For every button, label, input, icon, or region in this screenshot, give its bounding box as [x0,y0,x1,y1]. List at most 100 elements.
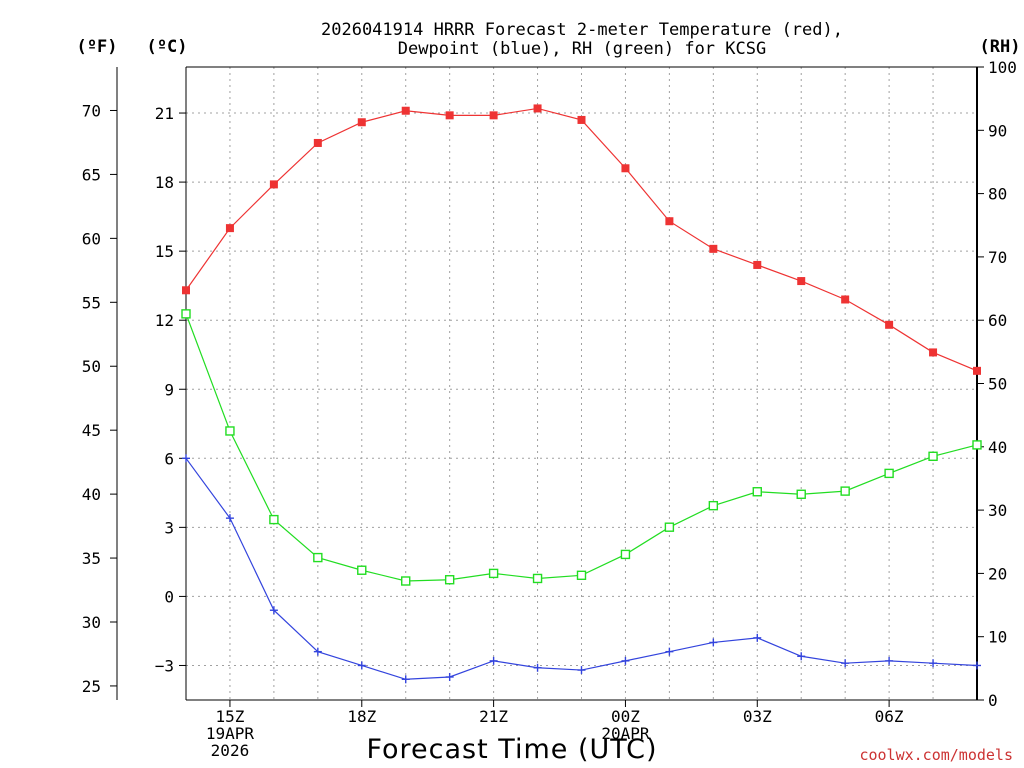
data-point-dewpoint [401,675,410,684]
data-point-dewpoint [665,647,674,656]
data-point-dewpoint [577,666,586,675]
data-point-rh [401,576,411,586]
data-point-temperature [577,115,586,124]
fahrenheit-tick-label: 70 [82,101,101,120]
data-point-temperature [445,111,454,120]
celsius-tick-label: 6 [164,449,174,468]
data-point-rh [532,573,543,584]
x-axis-label: Forecast Time (UTC) [366,734,657,765]
data-point-temperature [841,295,850,304]
celsius-tick-label: 9 [164,380,174,399]
x-tick-label: 21Z [479,707,508,726]
data-point-rh [884,468,894,479]
data-point-dewpoint [225,514,234,523]
data-point-temperature [885,320,894,329]
data-point-dewpoint [313,647,322,656]
data-point-temperature [357,118,366,127]
data-point-rh [357,565,367,575]
fahrenheit-tick-label: 55 [82,293,101,312]
data-series [181,104,982,684]
data-point-dewpoint [797,652,806,661]
rh-unit-label: (RH) [980,37,1021,57]
data-point-rh [752,487,762,497]
fahrenheit-tick-label: 65 [82,165,101,184]
data-point-rh [225,426,235,436]
fahrenheit-tick-label: 30 [82,613,101,632]
data-point-rh [269,514,279,525]
fahrenheit-tick-label: 25 [82,677,101,696]
fahrenheit-tick-label: 50 [82,357,101,376]
data-point-dewpoint [753,633,762,642]
data-point-rh [708,500,719,511]
data-point-rh [576,570,587,580]
data-point-temperature [225,224,234,233]
data-point-temperature [313,138,322,147]
data-point-dewpoint [357,661,366,670]
data-point-dewpoint [489,656,498,665]
grid-lines [186,67,977,700]
x-tick-label: 15Z [215,707,244,726]
x-tick-label: 20APR [601,724,650,743]
data-point-temperature [182,286,190,295]
x-tick-label: 18Z [347,707,376,726]
data-point-rh [181,309,191,319]
data-point-temperature [489,111,498,120]
x-tick-label: 00Z [611,707,640,726]
rh-tick-label: 20 [988,564,1007,583]
fahrenheit-tick-label: 40 [82,485,101,504]
data-point-rh [664,522,675,532]
data-point-rh [840,486,850,496]
x-tick-label: 2026 [211,741,250,760]
data-point-rh [620,549,631,560]
data-point-temperature [533,104,542,113]
data-point-temperature [621,164,630,173]
data-point-rh [972,440,982,450]
x-tick-label: 19APR [206,724,255,743]
celsius-tick-label: 0 [164,587,174,606]
data-point-temperature [973,366,981,375]
tick-labels: −3 0 3 6 9 12 15 18 21 25 30 35 40 45 50 55 60 65 70 0 10 20 3… [82,58,1017,760]
axes [110,66,984,707]
rh-tick-label: 50 [988,375,1007,394]
data-point-dewpoint [182,454,190,463]
data-point-dewpoint [709,638,718,647]
data-point-rh [928,451,938,461]
data-point-temperature [709,244,718,253]
data-point-dewpoint [269,606,278,615]
data-point-rh [796,489,806,499]
series-line-dewpoint [185,457,978,680]
chart-title-line2: Dewpoint (blue), RH (green) for KCSG [398,39,766,59]
celsius-tick-label: −3 [155,656,174,675]
rh-tick-label: 90 [988,121,1007,140]
rh-tick-label: 0 [988,691,998,710]
data-point-temperature [797,277,806,286]
data-point-rh [444,575,455,585]
fahrenheit-tick-label: 35 [82,549,101,568]
rh-tick-label: 10 [988,628,1007,647]
credit-link[interactable]: coolwx.com/models [859,746,1013,764]
data-point-rh [313,552,323,563]
fahrenheit-unit-label: (ºF) [77,37,118,57]
data-point-temperature [665,217,674,226]
data-point-dewpoint [533,663,542,672]
celsius-tick-label: 21 [155,104,174,123]
data-point-dewpoint [885,656,894,665]
celsius-tick-label: 15 [155,242,174,261]
data-point-temperature [269,180,278,189]
chart-title-line1: 2026041914 HRRR Forecast 2-meter Tempera… [321,20,843,40]
data-point-temperature [929,348,938,357]
data-point-dewpoint [445,672,454,681]
data-point-dewpoint [621,656,630,665]
rh-tick-label: 100 [988,58,1017,77]
data-point-temperature [401,106,410,115]
x-tick-label: 06Z [875,707,904,726]
data-point-temperature [753,260,762,269]
rh-tick-label: 30 [988,501,1007,520]
data-point-dewpoint [841,659,850,668]
celsius-tick-label: 18 [155,173,174,192]
fahrenheit-tick-label: 45 [82,421,101,440]
rh-tick-label: 40 [988,438,1007,457]
series-line-rh [185,313,978,582]
celsius-tick-label: 12 [155,311,174,330]
